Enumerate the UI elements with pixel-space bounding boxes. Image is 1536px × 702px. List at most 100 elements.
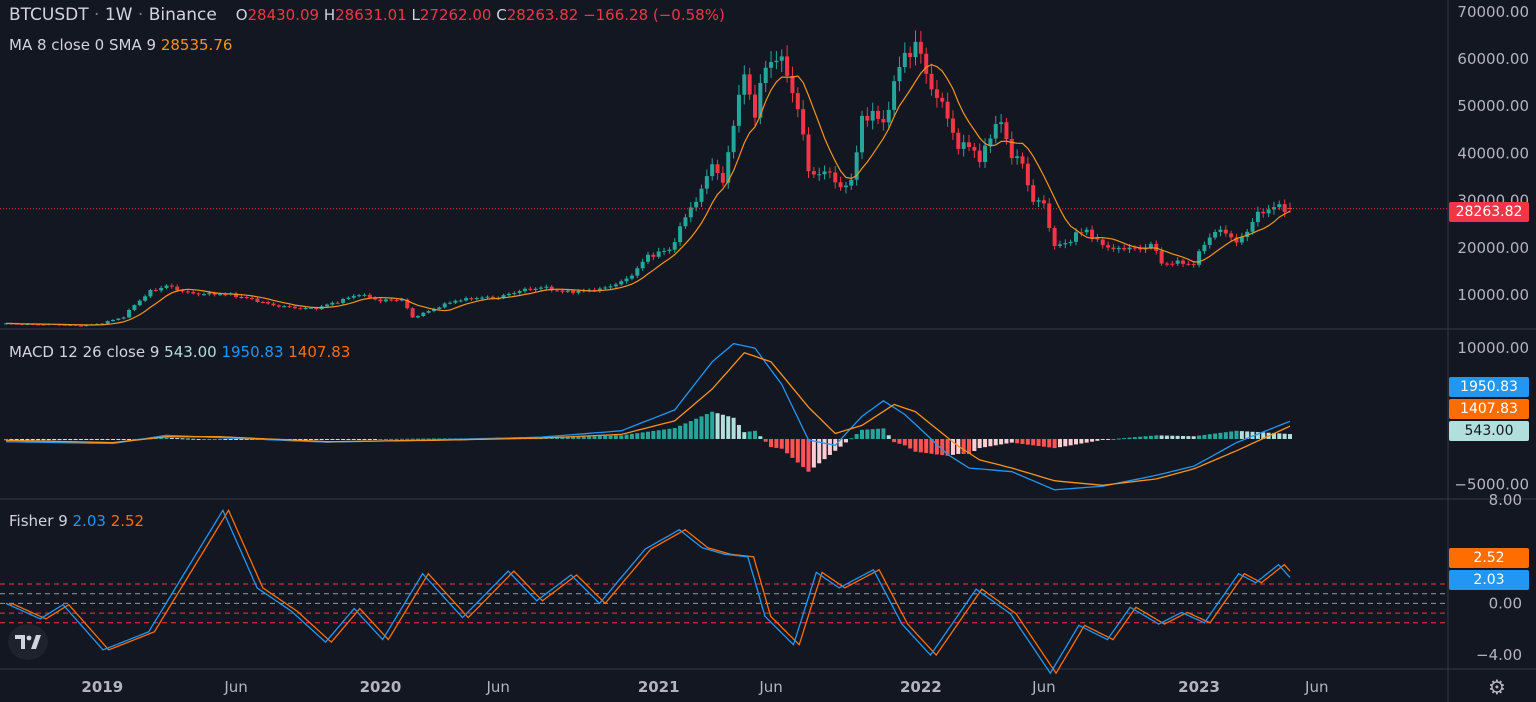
candle-body: [405, 299, 410, 309]
macd-histogram-bar: [715, 413, 720, 439]
macd-histogram-bar: [683, 423, 688, 439]
candle-body: [373, 297, 378, 300]
candle-body: [506, 293, 511, 296]
price-tick-label: 40000.00: [1457, 144, 1529, 162]
macd-histogram-bar: [127, 438, 132, 440]
candle-body: [480, 297, 485, 299]
candle-body: [1164, 263, 1169, 265]
candle-body: [1282, 204, 1287, 212]
macd-histogram-bar: [870, 429, 875, 439]
macd-histogram-bar: [576, 436, 581, 439]
macd-histogram-bar: [972, 438, 977, 452]
macd-histogram-bar: [421, 438, 426, 440]
candle-body: [522, 288, 527, 292]
candle-body: [415, 316, 420, 318]
macd-histogram-bar: [399, 438, 404, 440]
macd-histogram-bar: [335, 438, 340, 440]
candle-body: [635, 268, 640, 276]
candle-body: [442, 303, 447, 308]
macd-histogram-bar: [410, 438, 415, 440]
candle-body: [683, 217, 688, 227]
macd-legend-label: MACD 12 26 close 9: [9, 343, 160, 361]
macd-histogram-bar: [678, 425, 683, 439]
candle-body: [394, 299, 399, 301]
ma-legend[interactable]: MA 8 close 0 SMA 9 28535.76: [9, 36, 232, 54]
macd-histogram-bar: [111, 438, 115, 440]
macd-legend[interactable]: MACD 12 26 close 9 543.00 1950.83 1407.8…: [9, 343, 350, 361]
macd-histogram-bar: [587, 436, 592, 439]
macd-histogram-bar: [159, 437, 164, 439]
candle-body: [517, 291, 522, 294]
high-label: H: [323, 6, 336, 24]
candle-body: [68, 324, 73, 326]
macd-histogram-bar: [73, 438, 78, 441]
time-tick-label: 2020: [360, 678, 402, 696]
candle-body: [116, 318, 121, 321]
symbol-name[interactable]: BTCUSDT: [9, 5, 89, 25]
macd-histogram-bar: [779, 438, 784, 449]
candle-body: [961, 142, 966, 149]
interval-label[interactable]: 1W: [104, 5, 133, 25]
candle-body: [357, 295, 362, 297]
macd-histogram-bar: [688, 421, 693, 439]
price-tick-label: 10000.00: [1457, 286, 1529, 304]
close-value: 28263.82: [506, 6, 579, 24]
candle-body: [464, 298, 469, 301]
macd-histogram-bar: [1025, 438, 1030, 445]
candle-body: [758, 82, 763, 118]
candle-body: [720, 172, 725, 183]
macd-histogram-bar: [132, 438, 137, 440]
macd-histogram-bar: [710, 411, 715, 439]
fisher-tag: 2.03: [1449, 570, 1529, 590]
macd-histogram-bar: [1116, 438, 1121, 440]
candle-body: [287, 306, 292, 308]
macd-histogram-bar: [801, 438, 806, 468]
macd-histogram-bar: [640, 432, 645, 439]
candle-body: [1122, 247, 1127, 250]
macd-histogram-bar: [1202, 434, 1207, 439]
candle-body: [1170, 263, 1175, 265]
candle-body: [212, 292, 217, 295]
candle-body: [432, 309, 436, 312]
candle-body: [1057, 244, 1062, 246]
macd-histogram-bar: [961, 438, 966, 454]
symbol-legend[interactable]: BTCUSDT · 1W · Binance O28430.09 H28631.…: [9, 5, 725, 25]
candle-body: [1234, 237, 1239, 243]
macd-histogram-bar: [351, 438, 356, 440]
macd-histogram-bar: [62, 438, 67, 441]
candle-body: [983, 145, 988, 163]
candle-body: [929, 73, 934, 90]
time-tick-label: Jun: [485, 678, 509, 696]
macd-histogram-bar: [1186, 436, 1191, 439]
candle-body: [437, 307, 442, 310]
macd-histogram-bar: [308, 438, 313, 440]
candle-body: [827, 171, 832, 173]
fisher-legend-label: Fisher 9: [9, 512, 68, 530]
candle-body: [1041, 200, 1046, 204]
fisher-tick-label: 0.00: [1489, 594, 1522, 612]
candle-body: [121, 317, 126, 319]
macd-histogram-bar: [1277, 433, 1282, 439]
candle-body: [469, 298, 474, 300]
candle-body: [1186, 263, 1191, 265]
candle-body: [1197, 251, 1202, 265]
fisher-legend[interactable]: Fisher 9 2.03 2.52: [9, 512, 144, 530]
macd-histogram-bar: [1229, 431, 1234, 439]
settings-gear-icon[interactable]: ⚙: [1488, 675, 1506, 699]
candle-body: [378, 299, 383, 302]
tradingview-logo[interactable]: [8, 624, 48, 660]
candle-body: [603, 287, 608, 289]
macd-histogram-bar: [892, 438, 897, 443]
tradingview-logo-icon: [15, 635, 41, 649]
macd-histogram-bar: [1047, 438, 1052, 448]
macd-histogram-bar: [736, 424, 741, 439]
candle-body: [1266, 209, 1271, 214]
candle-body: [747, 74, 752, 95]
macd-histogram-bar: [977, 438, 982, 449]
signal-tag: 1407.83: [1449, 399, 1529, 419]
candle-body: [111, 320, 115, 322]
macd-histogram-bar: [1170, 435, 1175, 439]
macd-histogram-bar: [555, 437, 560, 439]
candle-body: [410, 308, 415, 318]
